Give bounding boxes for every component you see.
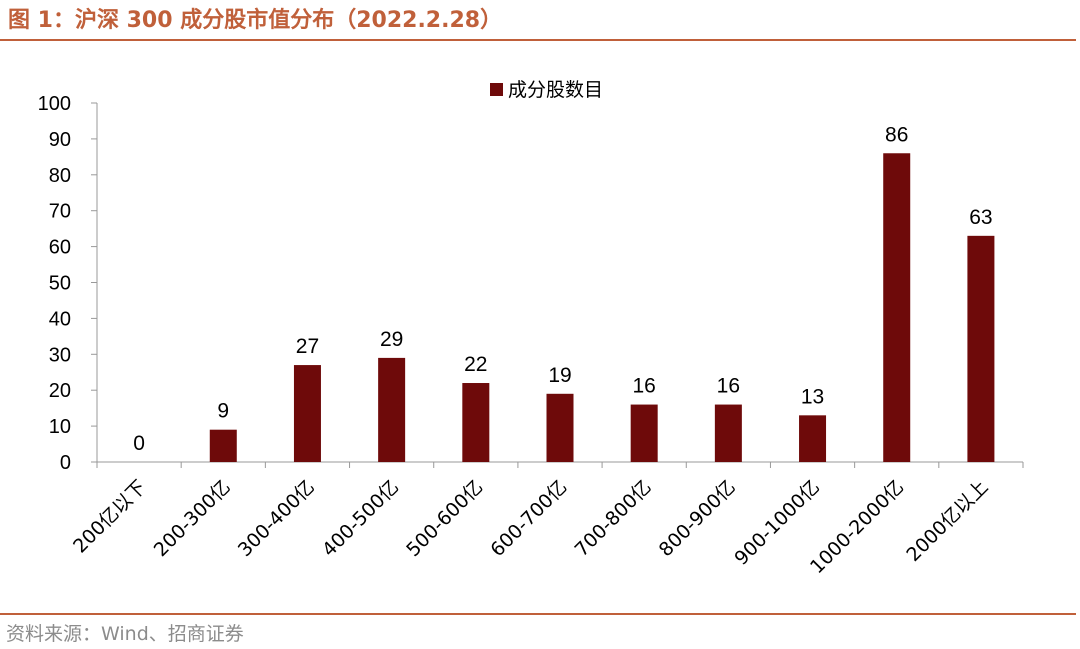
category-label: 700-800亿 — [571, 476, 656, 561]
category-label: 200亿以下 — [69, 476, 151, 558]
category-label: 2000亿以上 — [902, 476, 992, 566]
bar — [546, 393, 574, 462]
bar — [462, 383, 490, 462]
figure-title: 图 1：沪深 300 成分股市值分布（2022.2.28） — [8, 8, 503, 33]
bar — [293, 365, 321, 462]
bar — [714, 404, 742, 462]
title-divider — [0, 39, 1076, 41]
data-label: 22 — [464, 353, 487, 376]
category-label: 300-400亿 — [234, 476, 319, 561]
data-label: 9 — [217, 400, 229, 423]
data-label: 86 — [885, 123, 908, 146]
y-tick-label: 90 — [49, 129, 71, 151]
legend-label: 成分股数目 — [508, 79, 603, 101]
data-label: 13 — [801, 385, 824, 408]
category-label: 600-700亿 — [486, 476, 571, 561]
data-label: 0 — [133, 432, 145, 455]
y-tick-label: 40 — [49, 308, 71, 330]
category-label: 500-600亿 — [402, 476, 487, 561]
y-tick-label: 60 — [49, 237, 71, 259]
bar — [883, 153, 911, 462]
data-label: 27 — [296, 335, 319, 358]
source-note: 资料来源：Wind、招商证券 — [6, 623, 244, 645]
y-tick-label: 50 — [49, 273, 71, 295]
category-label: 900-1000亿 — [730, 476, 824, 570]
category-label: 400-500亿 — [318, 476, 403, 561]
y-tick-label: 70 — [49, 201, 71, 223]
data-label: 16 — [633, 375, 656, 398]
data-label: 63 — [969, 206, 992, 229]
bar — [799, 415, 827, 462]
y-tick-label: 100 — [38, 93, 71, 115]
y-tick-label: 30 — [49, 344, 71, 366]
bar — [630, 404, 658, 462]
data-label: 19 — [548, 364, 571, 387]
y-tick-label: 80 — [49, 165, 71, 187]
data-label: 16 — [717, 375, 740, 398]
legend-swatch — [490, 83, 503, 96]
bar — [967, 235, 995, 462]
source-divider — [0, 613, 1076, 615]
bar-chart: 01020304050607080901000200亿以下9200-300亿27… — [38, 79, 1024, 578]
bar — [378, 357, 406, 462]
data-label: 29 — [380, 328, 403, 351]
y-tick-label: 0 — [60, 452, 71, 474]
y-tick-label: 20 — [49, 380, 71, 402]
bar — [209, 429, 237, 462]
category-label: 200-300亿 — [150, 476, 235, 561]
y-tick-label: 10 — [49, 416, 71, 438]
category-label: 800-900亿 — [655, 476, 740, 561]
